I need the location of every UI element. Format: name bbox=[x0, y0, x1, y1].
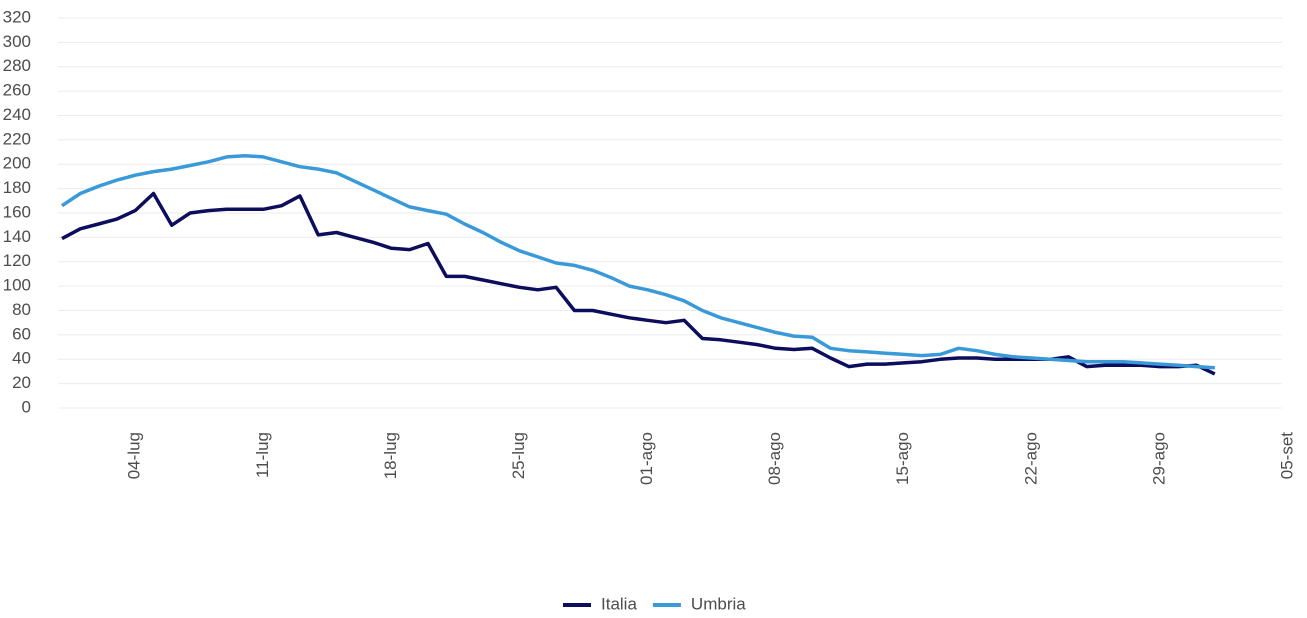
x-tick-label: 04-lug bbox=[125, 432, 144, 479]
y-tick-label: 180 bbox=[3, 178, 31, 197]
legend: Italia Umbria bbox=[563, 594, 746, 613]
x-tick-label: 18-lug bbox=[381, 432, 400, 479]
x-tick-label: 29-ago bbox=[1149, 432, 1168, 485]
y-tick-label: 140 bbox=[3, 227, 31, 246]
y-tick-label: 260 bbox=[3, 81, 31, 100]
y-tick-label: 40 bbox=[12, 349, 31, 368]
y-tick-label: 80 bbox=[12, 300, 31, 319]
legend-label: Umbria bbox=[691, 594, 746, 613]
y-tick-label: 120 bbox=[3, 251, 31, 270]
series-line bbox=[61, 153, 1215, 370]
x-tick-label: 08-ago bbox=[765, 432, 784, 485]
y-tick-label: 320 bbox=[3, 7, 31, 26]
x-tick-label: 15-ago bbox=[893, 432, 912, 485]
y-tick-label: 200 bbox=[3, 154, 31, 173]
y-tick-label: 20 bbox=[12, 373, 31, 392]
y-tick-label: 300 bbox=[3, 32, 31, 51]
x-tick-label: 22-ago bbox=[1021, 432, 1040, 485]
y-tick-label: 240 bbox=[3, 105, 31, 124]
series-line bbox=[61, 191, 1216, 376]
y-tick-label: 0 bbox=[22, 397, 31, 416]
x-tick-label: 25-lug bbox=[509, 432, 528, 479]
x-tick-label: 11-lug bbox=[253, 432, 272, 478]
y-tick-label: 160 bbox=[3, 202, 31, 221]
legend-label: Italia bbox=[601, 594, 637, 613]
y-tick-label: 60 bbox=[12, 324, 31, 343]
y-tick-label: 280 bbox=[3, 56, 31, 75]
x-tick-label: 01-ago bbox=[637, 432, 656, 485]
y-tick-label: 100 bbox=[3, 276, 31, 295]
y-tick-label: 220 bbox=[3, 129, 31, 148]
x-tick-label: 05-set bbox=[1277, 432, 1296, 480]
